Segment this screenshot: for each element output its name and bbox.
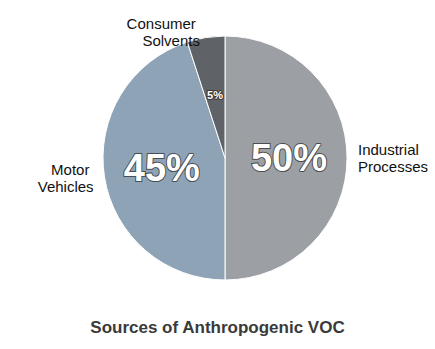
svg-text:50%: 50% xyxy=(251,137,327,179)
svg-text:Consumer: Consumer xyxy=(127,15,200,32)
svg-text:5%: 5% xyxy=(207,89,223,101)
svg-text:Processes: Processes xyxy=(358,158,428,175)
svg-text:Industrial: Industrial xyxy=(358,141,423,158)
svg-text:Vehicles: Vehicles xyxy=(38,178,94,195)
svg-text:Sources of Anthropogenic VOC: Sources of Anthropogenic VOC xyxy=(90,318,344,337)
svg-text:45%: 45% xyxy=(124,147,200,189)
svg-text:Solvents: Solvents xyxy=(142,32,200,49)
svg-text:Motor: Motor xyxy=(51,161,94,178)
